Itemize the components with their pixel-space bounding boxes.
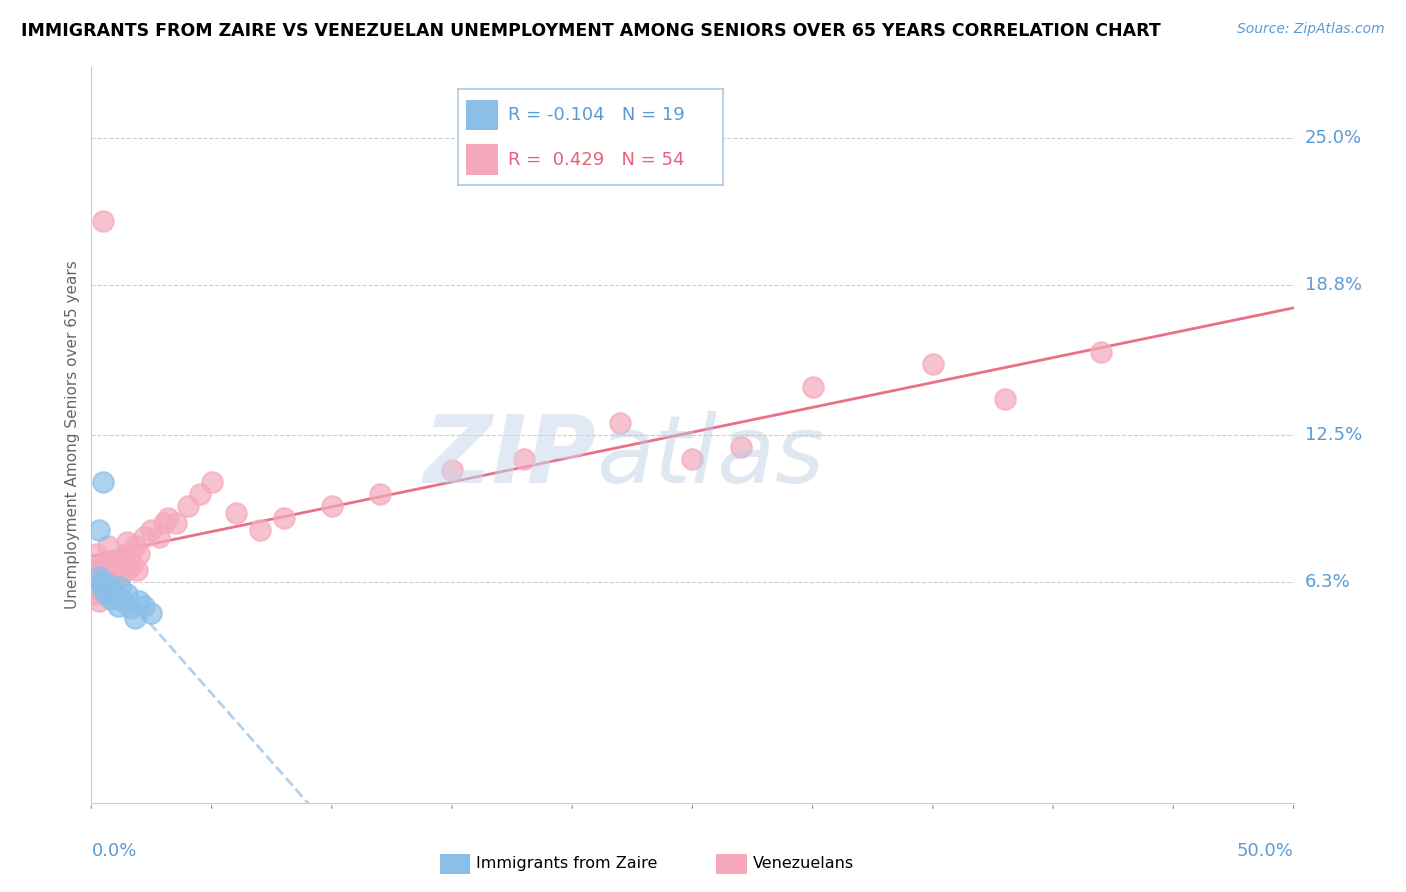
Point <box>100 577 122 591</box>
Point <box>124 610 146 624</box>
Point <box>110 580 132 594</box>
Point <box>94 570 117 584</box>
Text: 25.0%: 25.0% <box>1305 129 1362 147</box>
Point <box>440 463 463 477</box>
Point <box>104 558 127 573</box>
Point <box>368 487 391 501</box>
Point <box>117 563 139 577</box>
Point <box>609 416 631 430</box>
Point <box>101 554 124 568</box>
Point <box>1090 344 1112 359</box>
Point <box>152 516 174 530</box>
Point <box>125 563 148 577</box>
Point <box>84 547 107 561</box>
Point <box>87 570 110 584</box>
Point <box>117 587 139 601</box>
Point <box>128 547 150 561</box>
Point <box>93 475 115 490</box>
Point <box>87 523 110 537</box>
Point <box>93 214 115 228</box>
Point <box>121 558 143 573</box>
Point <box>104 589 127 603</box>
Point <box>100 558 122 573</box>
Point <box>165 516 187 530</box>
Point <box>321 499 343 513</box>
Text: 50.0%: 50.0% <box>1237 842 1294 860</box>
Text: 12.5%: 12.5% <box>1305 425 1362 444</box>
Point <box>114 547 136 561</box>
Bar <box>717 854 747 874</box>
Point <box>97 554 120 568</box>
Point <box>101 563 124 577</box>
Point <box>110 556 132 570</box>
Point <box>141 606 163 620</box>
Point <box>118 547 141 561</box>
Text: Source: ZipAtlas.com: Source: ZipAtlas.com <box>1237 22 1385 37</box>
Point <box>107 563 129 577</box>
Point <box>188 487 211 501</box>
Point <box>225 506 247 520</box>
Point <box>90 575 112 590</box>
Point <box>201 475 224 490</box>
Point <box>128 594 150 608</box>
Point <box>97 577 120 591</box>
Point <box>90 582 112 596</box>
Point <box>249 523 271 537</box>
Point <box>90 558 112 573</box>
Point <box>87 594 110 608</box>
Point <box>134 530 156 544</box>
Text: 0.0%: 0.0% <box>91 842 136 860</box>
Point <box>94 587 117 601</box>
Point <box>94 570 117 584</box>
Y-axis label: Unemployment Among Seniors over 65 years: Unemployment Among Seniors over 65 years <box>65 260 80 609</box>
Point <box>107 599 129 613</box>
Point <box>84 587 107 601</box>
Point <box>110 570 132 584</box>
Point <box>681 451 703 466</box>
Text: atlas: atlas <box>596 411 824 502</box>
Text: ZIP: ZIP <box>423 411 596 503</box>
Point <box>148 530 170 544</box>
Point <box>157 511 180 525</box>
Point <box>93 582 115 596</box>
Text: IMMIGRANTS FROM ZAIRE VS VENEZUELAN UNEMPLOYMENT AMONG SENIORS OVER 65 YEARS COR: IMMIGRANTS FROM ZAIRE VS VENEZUELAN UNEM… <box>21 22 1161 40</box>
Point <box>124 540 146 554</box>
Point <box>176 499 198 513</box>
Point <box>97 540 120 554</box>
Text: 18.8%: 18.8% <box>1305 277 1361 294</box>
Point <box>117 534 139 549</box>
Bar <box>440 854 470 874</box>
Point <box>141 523 163 537</box>
Text: Immigrants from Zaire: Immigrants from Zaire <box>477 856 658 871</box>
Point <box>730 440 752 454</box>
Point <box>134 599 156 613</box>
Point <box>93 587 115 601</box>
Point <box>104 570 127 584</box>
Point <box>801 380 824 394</box>
Point <box>273 511 295 525</box>
Text: Venezuelans: Venezuelans <box>752 856 853 871</box>
Point <box>100 570 122 584</box>
Text: 6.3%: 6.3% <box>1305 573 1350 591</box>
Point <box>922 357 945 371</box>
Point <box>100 591 122 606</box>
Point <box>93 577 115 591</box>
Point <box>513 451 536 466</box>
Point <box>111 558 134 573</box>
Point <box>118 601 141 615</box>
Point <box>101 584 124 599</box>
Point <box>111 594 134 608</box>
Point <box>87 563 110 577</box>
Point <box>994 392 1017 407</box>
